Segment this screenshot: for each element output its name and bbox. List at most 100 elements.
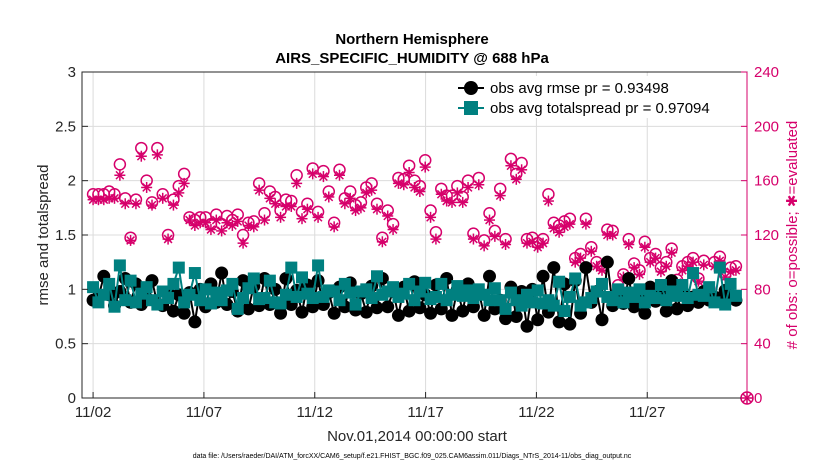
spread-point (215, 294, 228, 307)
evaluated-count-point (666, 247, 678, 259)
evaluated-count-point (505, 160, 517, 172)
spread-point (226, 277, 239, 290)
spread-point (451, 280, 464, 293)
evaluated-count-point (500, 239, 512, 251)
evaluated-count-point (473, 179, 485, 191)
spread-point (617, 296, 630, 309)
evaluated-count-point (114, 169, 126, 181)
x-tick-label: 11/17 (407, 404, 443, 421)
evaluated-count-point (151, 149, 163, 161)
spread-point (247, 272, 260, 285)
evaluated-count-point (296, 213, 308, 225)
evaluated-count-point (585, 245, 597, 257)
evaluated-count-point (248, 221, 260, 233)
rmse-point (166, 304, 180, 318)
evaluated-count-point (451, 187, 463, 199)
spread-point (285, 261, 298, 274)
spread-point (194, 294, 207, 307)
spread-point (167, 277, 180, 290)
y-axis-label-right: # of obs: o=possible; ✱=evaluated (784, 121, 801, 350)
evaluated-count-point (623, 239, 635, 251)
spread-point (371, 270, 384, 283)
x-tick-label: 11/12 (297, 404, 333, 421)
rmse-point (327, 306, 341, 320)
spread-point (113, 259, 126, 272)
x-tick-label: 11/02 (75, 404, 111, 421)
evaluated-count-point (157, 192, 169, 204)
rmse-point (456, 304, 470, 318)
spread-point (569, 272, 582, 285)
rmse-point (241, 302, 255, 316)
spread-point (172, 261, 185, 274)
evaluated-count-point (607, 229, 619, 241)
rmse-point (670, 302, 684, 316)
evaluated-count-point (542, 195, 554, 207)
evaluated-count-point (232, 215, 244, 227)
y-left-tick-label: 2.5 (55, 118, 76, 135)
rmse-point (627, 300, 641, 314)
evaluated-count-point (275, 211, 287, 223)
evaluated-count-point (344, 192, 356, 204)
spread-point (365, 292, 378, 305)
evaluated-count-point (521, 237, 533, 249)
y-right-tick-label: 80 (754, 281, 771, 298)
rmse-point (622, 271, 636, 285)
spread-point (563, 290, 576, 303)
evaluated-count-point (135, 150, 147, 162)
evaluated-count-point (687, 256, 699, 268)
evaluated-count-point (698, 259, 710, 271)
legend-spread-label: obs avg totalspread pr = 0.97094 (490, 100, 710, 117)
spread-point (483, 294, 496, 307)
rmse-point (552, 315, 566, 329)
rmse-point (638, 306, 652, 320)
rmse-point (215, 266, 229, 280)
evaluated-count-point (435, 188, 447, 200)
evaluated-count-point (650, 252, 662, 264)
evaluated-count-point (644, 256, 656, 268)
y-left-tick-label: 0.5 (55, 336, 76, 353)
evaluated-count-point (478, 240, 490, 252)
evaluated-count-point (205, 224, 217, 236)
evaluated-count-point (414, 186, 426, 198)
evaluated-count-point (173, 187, 185, 199)
plot-area (86, 141, 754, 405)
rmse-point (520, 319, 534, 333)
evaluated-count-point (312, 211, 324, 223)
spread-point (312, 259, 325, 272)
evaluated-count-point (371, 203, 383, 215)
spread-point (258, 292, 271, 305)
spread-point (387, 281, 400, 294)
spread-point (713, 261, 726, 274)
evaluated-count-point (639, 241, 651, 253)
evaluated-count-point (462, 181, 474, 193)
evaluated-count-point (516, 164, 528, 176)
y-right-tick-label: 160 (754, 173, 779, 190)
evaluated-count-point (162, 233, 174, 245)
spread-point (724, 277, 737, 290)
spread-point (606, 294, 619, 307)
legend-background (448, 76, 740, 118)
chart-title-line2: AIRS_SPECIFIC_HUMIDITY @ 688 hPa (275, 50, 549, 67)
spread-point (108, 300, 121, 313)
evaluated-count-point (125, 234, 137, 246)
evaluated-count-point (628, 262, 640, 274)
spread-point (681, 292, 694, 305)
evaluated-count-point (580, 218, 592, 230)
rmse-point (579, 261, 593, 275)
spread-point (397, 287, 410, 300)
evaluated-count-point (328, 221, 340, 233)
spread-point (612, 283, 625, 296)
chart-title-line1: Northern Hemisphere (335, 31, 488, 48)
rmse-point (295, 305, 309, 319)
x-tick-label: 11/22 (518, 404, 554, 421)
x-axis-label: Nov.01,2014 00:00:00 start (327, 428, 508, 445)
spread-point (499, 302, 512, 315)
spread-point (670, 289, 683, 302)
spread-point (553, 275, 566, 288)
legend-spread-marker (464, 101, 478, 115)
evaluated-count-point (109, 192, 121, 204)
evaluated-count-point (269, 198, 281, 210)
spread-point (242, 282, 255, 295)
evaluated-count-point (398, 179, 410, 191)
spread-point (654, 278, 667, 291)
